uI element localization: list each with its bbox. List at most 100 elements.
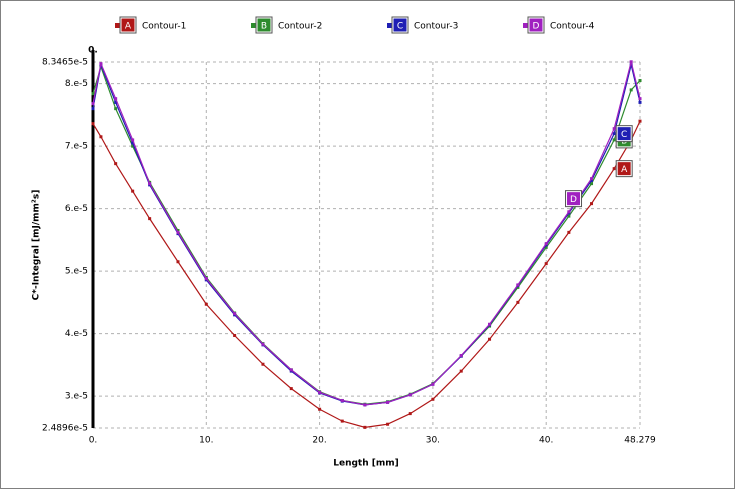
data-point <box>363 425 367 429</box>
data-point <box>204 277 208 281</box>
data-point <box>567 210 571 214</box>
data-point <box>590 202 594 206</box>
data-point <box>289 387 293 391</box>
x-tick-label: 20. <box>312 436 326 446</box>
data-point <box>544 262 548 266</box>
y-tick-label: 8.3465e-5 <box>42 58 88 68</box>
data-point <box>629 88 633 92</box>
data-point <box>612 127 616 131</box>
data-point <box>114 97 118 101</box>
data-point <box>431 382 435 386</box>
data-point <box>99 62 103 66</box>
data-point <box>176 260 180 264</box>
data-point <box>233 333 237 337</box>
data-point <box>176 230 180 234</box>
data-point <box>567 230 571 234</box>
legend-label: Contour-3 <box>414 22 458 32</box>
legend-badge-letter: A <box>125 22 132 32</box>
legend-badge-border <box>527 16 545 34</box>
series-label-box <box>616 126 632 142</box>
data-point <box>91 102 95 106</box>
legend-badge-border <box>255 16 273 34</box>
legend-badge-border <box>391 16 409 34</box>
data-point <box>386 422 390 426</box>
data-point <box>590 179 594 183</box>
series-label-letter: C <box>621 130 627 140</box>
data-point <box>544 242 548 246</box>
y-tick-label: 7.e-5 <box>65 142 88 152</box>
data-point <box>612 138 616 142</box>
legend-badge-box <box>120 17 136 33</box>
data-point <box>431 397 435 401</box>
y-tick-label: 8.e-5 <box>65 79 88 89</box>
data-point <box>318 407 322 411</box>
x-tick-label: 30. <box>426 436 440 446</box>
series-label-letter: A <box>621 165 628 175</box>
data-point <box>638 119 642 123</box>
legend-swatch <box>387 23 392 28</box>
series-label-box <box>616 161 632 177</box>
data-point <box>131 141 135 145</box>
data-point <box>590 177 594 181</box>
legend-badge-letter: B <box>261 22 267 32</box>
x-tick-label: 10. <box>199 436 213 446</box>
data-point <box>612 132 616 136</box>
data-point <box>488 322 492 326</box>
x-tick-label: 48.279 <box>624 436 656 446</box>
legend-label: Contour-1 <box>142 22 186 32</box>
legend-label: Contour-4 <box>550 22 595 32</box>
data-point <box>408 393 412 397</box>
y-axis-title: C*-Integral [mJ/mm²s] <box>32 190 42 301</box>
data-point <box>408 412 412 416</box>
data-point <box>318 390 322 394</box>
x-axis-title: Length [mm] <box>333 459 399 469</box>
data-point <box>488 337 492 341</box>
data-point <box>131 138 135 142</box>
data-point <box>233 312 237 316</box>
data-point <box>638 97 642 101</box>
data-point <box>131 144 135 148</box>
data-point <box>386 400 390 404</box>
data-point <box>148 217 152 221</box>
legend-badge-box <box>392 17 408 33</box>
y-tick-label: 6.e-5 <box>65 204 88 214</box>
data-point <box>629 63 633 67</box>
legend-swatch <box>523 23 528 28</box>
data-point <box>204 302 208 306</box>
y-tick-label: 4.e-5 <box>65 329 88 339</box>
data-point <box>544 245 548 249</box>
data-point <box>176 229 180 233</box>
data-point <box>340 398 344 402</box>
legend-badge-box <box>528 17 544 33</box>
y-tick-label: 5.e-5 <box>65 267 88 277</box>
legend-badge-letter: C <box>397 22 403 32</box>
data-point <box>114 107 118 111</box>
data-point <box>516 283 520 287</box>
series-label-border <box>615 160 633 178</box>
data-point <box>516 300 520 304</box>
legend-badge-letter: D <box>533 22 540 32</box>
data-point <box>363 403 367 407</box>
legend-label: Contour-2 <box>278 22 322 32</box>
data-point <box>261 362 265 366</box>
y-tick-label: 3.e-5 <box>65 392 88 402</box>
data-point <box>638 100 642 104</box>
legend-swatch <box>115 23 120 28</box>
data-point <box>567 214 571 218</box>
data-point <box>131 189 135 193</box>
data-point <box>114 162 118 166</box>
data-point <box>148 182 152 186</box>
data-point <box>612 167 616 171</box>
data-point <box>91 107 95 111</box>
data-point <box>99 135 103 139</box>
series-label-box <box>566 191 582 207</box>
data-point <box>261 342 265 346</box>
data-point <box>114 100 118 104</box>
data-point <box>459 353 463 357</box>
x-tick-label: 40. <box>539 436 553 446</box>
data-point <box>91 92 95 96</box>
data-point <box>91 122 95 126</box>
series-label-border <box>565 190 583 208</box>
